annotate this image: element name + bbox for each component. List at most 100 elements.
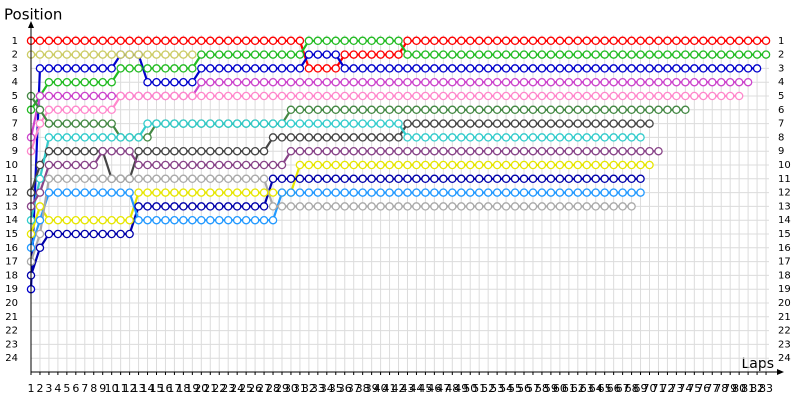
lap-marker <box>528 105 538 115</box>
lap-marker <box>44 119 54 128</box>
lap-marker <box>53 91 63 101</box>
x-tick-label: 58 <box>535 382 549 395</box>
lap-marker <box>483 91 493 101</box>
y-tick-label: 6 <box>12 105 18 116</box>
y-tick-label: 8 <box>12 132 18 143</box>
lap-marker <box>304 91 314 101</box>
y-tick-label-right: 20 <box>778 298 791 309</box>
lap-marker <box>564 105 574 115</box>
lap-marker <box>358 146 367 156</box>
lap-marker <box>627 50 636 59</box>
lap-marker <box>367 36 376 46</box>
lap-marker <box>250 77 260 87</box>
lap-marker <box>618 50 627 59</box>
lap-marker <box>232 160 242 170</box>
lap-marker <box>716 36 726 46</box>
lap-marker <box>241 77 251 87</box>
x-tick-label: 13 <box>132 382 146 395</box>
lap-marker <box>752 50 762 59</box>
y-tick-label-right: 9 <box>778 146 784 157</box>
x-tick-label: 56 <box>517 382 531 395</box>
lap-marker <box>89 36 98 46</box>
lap-marker <box>331 64 341 73</box>
lap-marker <box>519 50 529 59</box>
lap-marker <box>214 119 224 128</box>
lap-marker <box>286 64 296 73</box>
lap-marker <box>376 146 385 156</box>
lap-marker <box>170 215 179 225</box>
lap-marker <box>80 215 90 225</box>
lap-marker <box>690 50 699 59</box>
lap-marker <box>53 105 63 115</box>
lap-marker <box>179 146 188 156</box>
x-tick-label: 30 <box>284 382 298 395</box>
lap-marker <box>421 64 430 73</box>
x-tick-label: 9 <box>99 382 106 395</box>
lap-marker <box>448 202 457 211</box>
x-tick-label: 57 <box>526 382 540 395</box>
lap-marker <box>349 77 358 87</box>
lap-marker <box>331 146 341 156</box>
lap-marker <box>304 119 314 128</box>
lap-marker <box>134 146 143 156</box>
lap-marker <box>80 91 90 101</box>
lap-marker <box>89 133 98 142</box>
y-tick-label-right: 19 <box>778 284 791 295</box>
y-tick-label-right: 11 <box>778 174 791 185</box>
lap-marker <box>636 174 645 184</box>
lap-marker <box>582 146 592 156</box>
lap-marker <box>743 50 753 59</box>
lap-marker <box>465 64 475 73</box>
lap-marker <box>259 146 269 156</box>
lap-marker <box>421 36 430 46</box>
lap-marker <box>53 188 63 197</box>
lap-marker <box>412 77 421 87</box>
lap-marker <box>528 202 538 211</box>
lap-marker <box>582 105 592 115</box>
lap-marker <box>564 146 574 156</box>
lap-marker <box>430 91 439 101</box>
lap-marker <box>188 160 197 170</box>
lap-marker <box>627 146 636 156</box>
lap-marker <box>241 215 251 225</box>
lap-marker <box>663 64 672 73</box>
lap-marker <box>286 188 296 197</box>
lap-marker <box>152 146 161 156</box>
lap-marker <box>474 77 484 87</box>
lap-marker <box>761 36 771 46</box>
lap-marker <box>421 146 430 156</box>
lap-marker <box>403 105 412 115</box>
lap-marker <box>107 119 116 128</box>
lap-marker <box>277 188 287 197</box>
lap-marker <box>465 188 475 197</box>
lap-marker <box>322 146 332 156</box>
lap-marker <box>71 119 81 128</box>
lap-marker <box>528 91 538 101</box>
lap-marker <box>268 36 278 46</box>
x-tick-label: 46 <box>427 382 441 395</box>
lap-marker <box>268 188 278 197</box>
lap-marker <box>62 77 72 87</box>
lap-marker <box>412 50 421 59</box>
lap-marker <box>80 119 90 128</box>
lap-marker <box>708 50 717 59</box>
lap-marker <box>627 77 636 87</box>
lap-marker <box>125 215 134 225</box>
lap-marker <box>44 64 54 73</box>
lap-marker <box>448 77 457 87</box>
lap-marker <box>107 174 116 184</box>
x-tick-label: 81 <box>741 382 755 395</box>
lap-marker <box>250 119 260 128</box>
lap-marker <box>501 36 511 46</box>
lap-marker <box>62 50 72 59</box>
lap-marker <box>331 50 341 59</box>
lap-marker <box>663 50 672 59</box>
lap-marker <box>492 91 502 101</box>
lap-marker <box>519 64 529 73</box>
lap-marker <box>546 133 556 142</box>
lap-marker <box>734 50 744 59</box>
lap-marker <box>421 50 430 59</box>
y-tick-label: 5 <box>12 91 18 102</box>
lap-marker <box>474 119 484 128</box>
lap-marker <box>313 77 323 87</box>
